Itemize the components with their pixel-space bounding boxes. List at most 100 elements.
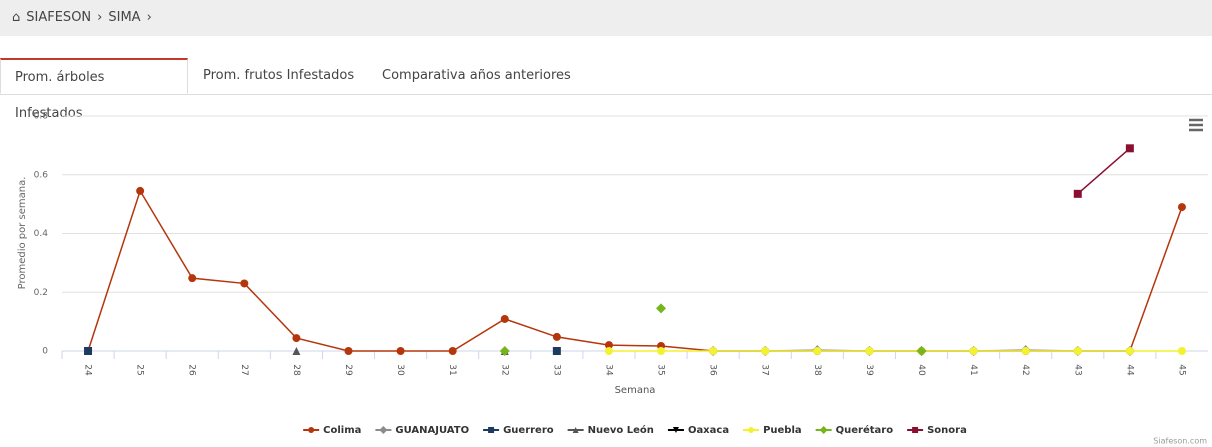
legend-label: Guerrero (503, 425, 554, 436)
point (1177, 347, 1186, 355)
x-tick-label: 45 (1176, 364, 1186, 375)
legend-item[interactable]: Sonora (907, 425, 967, 436)
legend-label: Querétaro (836, 424, 894, 436)
x-tick-label: 35 (656, 364, 666, 375)
point (709, 347, 718, 355)
x-tick-label: 29 (343, 364, 353, 376)
point (448, 347, 457, 355)
x-tick-label: 27 (239, 364, 249, 375)
tab[interactable]: Comparativa años anteriores (382, 68, 571, 83)
legend-item[interactable]: Puebla (743, 425, 802, 436)
sep: › (97, 10, 103, 25)
point (1125, 347, 1134, 355)
point (969, 347, 978, 355)
y-tick-label: 0.2 (34, 288, 48, 298)
x-tick-label: 24 (83, 364, 93, 376)
point (292, 347, 301, 355)
x-tick-label: 32 (499, 364, 509, 375)
point (656, 303, 667, 314)
point (916, 346, 927, 356)
x-tick-label: 34 (603, 364, 613, 376)
crumb[interactable]: SIAFESON (26, 10, 92, 25)
point (1177, 203, 1186, 212)
point (488, 427, 495, 433)
breadcrumb: ⌂ SIAFESON › SIMA › (0, 0, 1212, 36)
point (657, 347, 666, 355)
legend-label: Puebla (763, 425, 802, 436)
point (552, 332, 561, 341)
legend-label: Nuevo León (588, 424, 654, 436)
y-tick-label: 0 (42, 347, 48, 357)
x-tick-label: 28 (291, 364, 301, 376)
crumb[interactable]: SIMA (108, 10, 141, 25)
legend-item[interactable]: Nuevo León (567, 424, 654, 436)
x-tick-label: 38 (812, 364, 822, 376)
x-tick-label: 33 (551, 364, 561, 375)
point (572, 427, 579, 433)
legend-label: Sonora (927, 425, 967, 436)
point (761, 347, 770, 355)
legend-item[interactable]: Colima (303, 425, 361, 436)
x-axis-label: Semana (615, 385, 656, 396)
legend-item[interactable]: Querétaro (815, 424, 894, 436)
point (292, 334, 301, 343)
point (865, 347, 874, 355)
tabs: Prom. árboles Infestados Prom. frutos In… (0, 58, 1212, 121)
point (499, 346, 510, 356)
credit: Siafeson.com (1153, 437, 1207, 446)
legend-item[interactable]: GUANAJUATO (375, 425, 469, 436)
point (308, 427, 315, 433)
point (552, 347, 561, 355)
x-tick-label: 25 (135, 364, 145, 375)
point (604, 347, 613, 355)
legend: Colima GUANAJUATO Guerrero Nuevo León Oaxaca… (303, 424, 967, 436)
x-tick-label: 36 (708, 364, 718, 376)
y-tick-label: 0.6 (34, 170, 49, 180)
y-axis-label: Promedio por semana. (17, 177, 28, 290)
point (1073, 189, 1082, 198)
point (396, 347, 405, 355)
legend-label: Oaxaca (688, 425, 729, 436)
point (84, 347, 93, 355)
point (604, 341, 613, 350)
point (672, 427, 679, 433)
point (912, 427, 919, 433)
x-tick-label: 44 (1124, 364, 1134, 376)
point (500, 314, 509, 323)
point (1073, 347, 1082, 355)
point (813, 347, 822, 355)
x-tick-label: 39 (864, 364, 874, 376)
tab[interactable]: Prom. frutos Infestados (203, 68, 355, 83)
point (188, 274, 197, 283)
point (136, 186, 145, 195)
x-tick-label: 43 (1072, 364, 1082, 375)
tab[interactable]: Prom. árboles Infestados (0, 58, 188, 121)
x-tick-label: 26 (187, 364, 197, 376)
point (240, 279, 249, 288)
x-tick-label: 41 (968, 364, 978, 375)
legend-label: Colima (323, 425, 361, 436)
home-icon[interactable]: ⌂ (12, 10, 21, 25)
point (748, 427, 755, 433)
x-tick-label: 30 (395, 364, 405, 376)
point (344, 347, 353, 355)
x-tick-label: 31 (447, 364, 457, 375)
point (379, 426, 388, 434)
series-line (87, 189, 1183, 352)
menu-icon[interactable] (1189, 118, 1203, 132)
legend-label: GUANAJUATO (395, 425, 469, 436)
y-tick-label: 0.8 (34, 112, 49, 122)
sep: › (146, 10, 152, 25)
x-tick-label: 37 (760, 364, 770, 375)
series-line (1077, 147, 1131, 195)
legend-item[interactable]: Guerrero (483, 425, 554, 436)
legend-item[interactable]: Oaxaca (667, 425, 729, 436)
x-tick-label: 40 (916, 364, 926, 376)
point (1021, 347, 1030, 355)
point (819, 426, 828, 434)
point (1125, 144, 1134, 153)
x-tick-label: 42 (1020, 364, 1030, 375)
y-tick-label: 0.4 (34, 229, 49, 239)
